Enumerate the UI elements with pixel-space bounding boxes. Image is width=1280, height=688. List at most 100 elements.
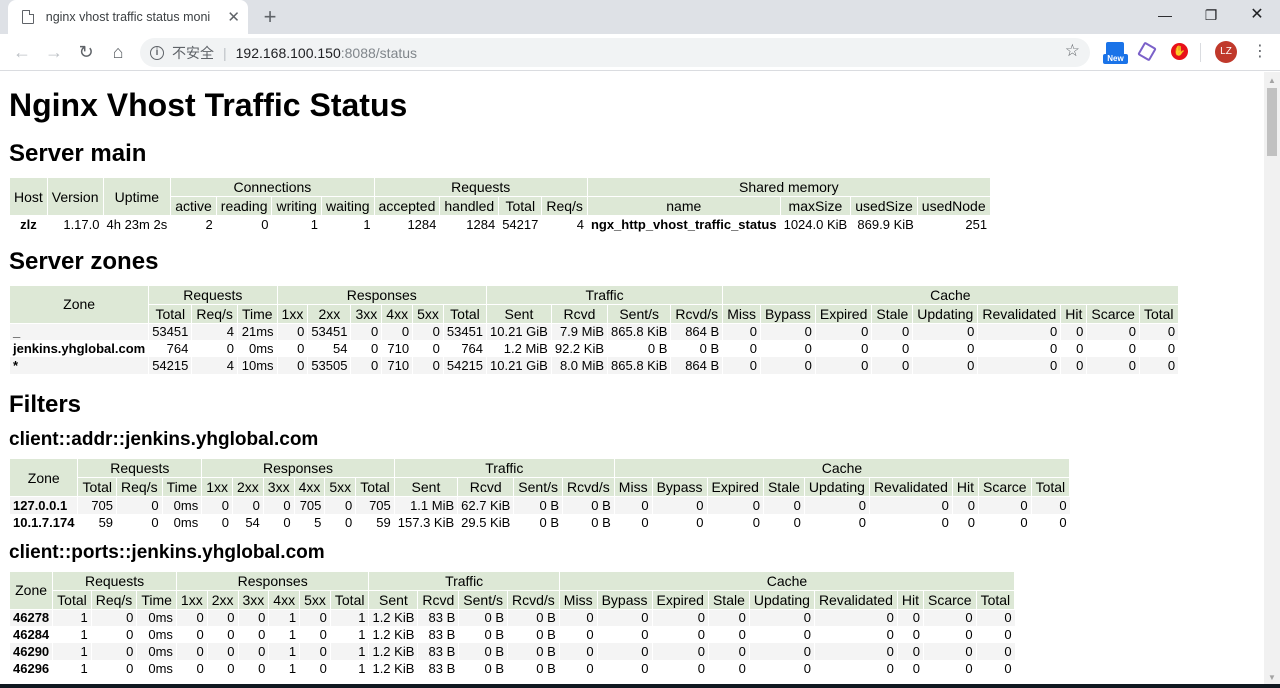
table-cell: 0: [814, 340, 872, 357]
col-time: Time: [236, 303, 278, 324]
col-sent: Sent: [368, 589, 419, 610]
extension-cube-icon[interactable]: [1137, 41, 1157, 62]
group-requests: Requests: [52, 570, 177, 591]
table-cell: 764: [148, 340, 192, 357]
col-1xx: 1xx: [201, 477, 233, 497]
zone-name: 46284: [8, 626, 53, 643]
table-cell: 1: [271, 215, 322, 233]
table-cell: 0: [748, 643, 815, 660]
col-4xx: 4xx: [293, 477, 326, 497]
scroll-up-icon[interactable]: ▲: [1268, 76, 1276, 85]
table-cell: 0: [1086, 357, 1140, 374]
server-main-heading: Server main: [9, 140, 147, 167]
home-button[interactable]: ⌂: [112, 42, 124, 62]
table-cell: 0: [276, 357, 308, 374]
table-cell: 0: [206, 609, 238, 626]
bookmark-star-icon[interactable]: ☆: [1064, 41, 1080, 60]
table-cell: 0: [237, 660, 269, 677]
browser-menu-icon[interactable]: ⋮: [1252, 43, 1268, 60]
table-cell: 0 B: [513, 513, 563, 531]
col-sent: Sent: [393, 477, 459, 497]
minimize-button[interactable]: —: [1158, 7, 1172, 23]
vertical-scrollbar[interactable]: ▲ ▼: [1264, 72, 1280, 688]
table-cell: 0ms: [236, 340, 278, 357]
table-cell: 0: [276, 340, 308, 357]
table-cell: 864 B: [670, 323, 723, 340]
table-cell: 0ms: [136, 609, 177, 626]
forward-button[interactable]: →: [45, 42, 63, 62]
filter-addr-table: Zone Requests Responses Traffic Cache Total Re…: [8, 458, 1071, 531]
table-cell: 53451: [148, 323, 192, 340]
table-cell: 0: [558, 609, 598, 626]
reload-button[interactable]: ↻: [78, 42, 94, 62]
col-updating: Updating: [748, 589, 815, 610]
col-total: Total: [442, 303, 488, 324]
col-5xx: 5xx: [299, 589, 331, 610]
col-zone: Zone: [8, 284, 150, 324]
table-cell: 0: [975, 609, 1015, 626]
new-tab-button[interactable]: +: [263, 4, 277, 29]
browser-tab[interactable]: nginx vhost traffic status moni ✕: [8, 0, 248, 34]
col-3xx: 3xx: [237, 589, 270, 610]
table-cell: 0: [977, 323, 1061, 340]
table-cell: 0: [813, 626, 898, 643]
scroll-down-icon[interactable]: ▼: [1268, 673, 1276, 682]
table-cell: 0: [558, 660, 598, 677]
col-uptime: Uptime: [102, 177, 172, 216]
table-row: 127.0.0.1 705 0 0ms 0 0 0 705 0 705 1.1 MiB 62.7 Ki…: [8, 496, 1070, 514]
scrollbar-thumb[interactable]: [1267, 88, 1277, 156]
restore-button[interactable]: ❐: [1204, 7, 1218, 23]
extension-stop-icon[interactable]: ✋: [1171, 43, 1188, 60]
table-cell: 0: [923, 609, 977, 626]
close-tab-icon[interactable]: ✕: [227, 9, 240, 26]
col-hit: Hit: [951, 477, 980, 497]
tab-title: nginx vhost traffic status moni: [45, 10, 211, 24]
table-cell: 0: [651, 609, 709, 626]
table-cell: 1284: [373, 215, 440, 233]
table-cell: 0 B: [670, 340, 723, 357]
table-cell: 1: [268, 660, 300, 677]
table-cell: 0: [651, 513, 707, 531]
table-cell: 0: [412, 323, 444, 340]
col-stale: Stale: [762, 477, 805, 497]
page-title: Nginx Vhost Traffic Status: [9, 87, 408, 123]
table-cell: 1.2 KiB: [368, 626, 418, 643]
back-button[interactable]: ←: [13, 42, 31, 62]
table-cell: 54215: [148, 357, 192, 374]
zone-name: 46290: [8, 643, 53, 660]
table-cell: 0: [951, 496, 979, 514]
table-cell: 0 B: [507, 643, 560, 660]
table-cell: 1: [329, 609, 369, 626]
col-reqs: Req/s: [541, 196, 588, 216]
table-cell: 2: [170, 215, 217, 233]
extension-new-icon[interactable]: New: [1103, 42, 1128, 66]
col-3xx: 3xx: [350, 303, 383, 324]
site-info-icon[interactable]: i: [150, 45, 164, 60]
table-cell: 0: [350, 323, 382, 340]
close-window-button[interactable]: ✕: [1250, 6, 1264, 23]
table-cell: 0: [975, 643, 1015, 660]
table-cell: 0: [175, 609, 208, 626]
table-cell: 54: [307, 340, 351, 357]
group-requests: Requests: [77, 458, 203, 478]
col-writing: writing: [271, 196, 322, 216]
table-cell: 1.1 MiB: [393, 496, 458, 514]
table-cell: 0: [324, 496, 356, 514]
tab-strip: nginx vhost traffic status moni ✕ + — ❐ …: [0, 0, 1280, 34]
col-bypass: Bypass: [759, 303, 816, 324]
table-cell: 0: [912, 357, 978, 374]
group-responses: Responses: [175, 570, 370, 591]
profile-avatar[interactable]: LZ: [1215, 41, 1237, 63]
col-stale: Stale: [871, 303, 914, 324]
table-cell: 0: [613, 513, 653, 531]
table-row: jenkins.yhglobal.com 764 0 0ms 0 54 0 710 0 764 1.…: [8, 340, 1179, 357]
table-cell: 0: [350, 357, 382, 374]
insecure-label: 不安全: [172, 44, 214, 61]
col-usednode: usedNode: [916, 196, 991, 216]
address-bar[interactable]: i 不安全 | 192.168.100.150:8088/status ☆: [140, 38, 1090, 67]
table-cell: 0: [748, 609, 815, 626]
table-cell: 0: [871, 340, 913, 357]
table-cell: 83 B: [417, 626, 459, 643]
col-time: Time: [136, 589, 177, 610]
